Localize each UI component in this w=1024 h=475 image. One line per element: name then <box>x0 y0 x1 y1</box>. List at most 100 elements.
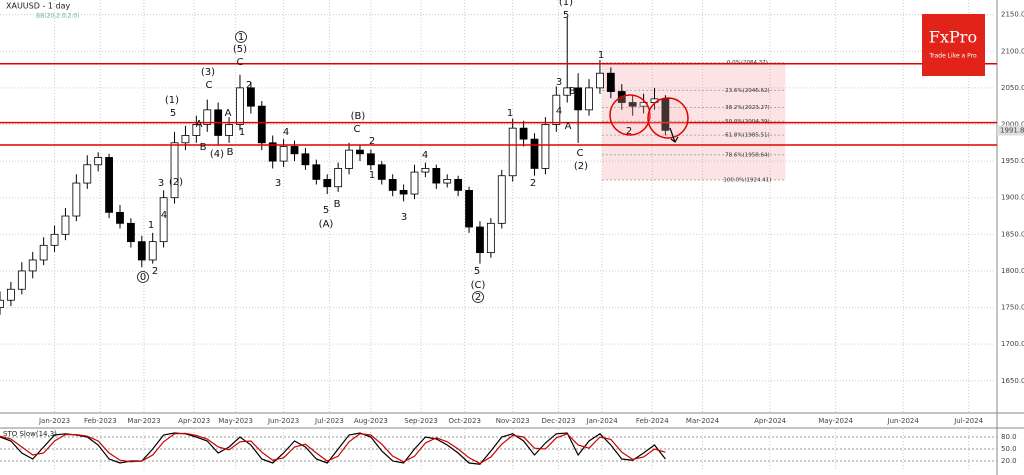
y-tick-label: 80.0 <box>1001 433 1017 441</box>
wave-label: A <box>225 108 232 119</box>
price-tag <box>997 125 1024 136</box>
candle-body <box>486 222 495 254</box>
wave-label: A <box>565 121 572 132</box>
indicator-label: BB(20,2.0,2.0) <box>36 13 79 20</box>
wave-label: (1) <box>559 0 573 8</box>
wave-label: 4 <box>556 106 562 117</box>
candle-body <box>585 87 593 111</box>
candle-body <box>39 244 48 261</box>
candle-body <box>345 149 353 169</box>
candle-body <box>454 179 463 191</box>
wave-label: 5 <box>170 108 176 119</box>
candle-body <box>268 142 277 162</box>
candle-body <box>159 197 168 243</box>
candle-body <box>94 157 103 166</box>
candle-body <box>323 179 332 188</box>
candle-body <box>170 142 179 199</box>
wave-label: 5 <box>474 266 480 277</box>
candle-body <box>519 127 528 140</box>
wave-label: 3 <box>158 178 164 189</box>
candle-body <box>399 189 408 195</box>
candle-body <box>508 127 517 177</box>
wave-label: B <box>334 199 341 210</box>
wave-label: 5 <box>563 10 569 21</box>
chart-title: XAUUSD - 1 day <box>6 2 70 11</box>
x-tick-label: Oct-2023 <box>448 417 480 425</box>
highlight-circle <box>609 94 651 136</box>
candle-body <box>334 168 343 188</box>
x-tick-label: Mar-2024 <box>686 417 720 425</box>
y-tick-label: 2150.00 <box>1001 11 1024 19</box>
candle-body <box>126 222 135 243</box>
annotation-circle <box>472 291 484 303</box>
candle-body <box>181 135 190 144</box>
annotation-circle <box>235 31 247 43</box>
y-tick-label: 1750.00 <box>1001 304 1024 312</box>
fib-label: 61.8%(1985.51) <box>725 133 770 139</box>
candle-body <box>465 189 473 228</box>
x-tick-label: Feb-2023 <box>84 417 117 425</box>
wave-label: 2 <box>152 266 158 277</box>
candle-body <box>17 270 26 290</box>
wave-label: C <box>237 57 244 68</box>
wave-label: 1 <box>369 170 375 181</box>
y-tick-label: 1900.00 <box>1001 194 1024 202</box>
y-tick-label: 1700.00 <box>1001 340 1024 348</box>
wave-label: 3 <box>556 77 562 88</box>
logo: FxPro Trade Like a Pro <box>922 14 985 76</box>
wave-label: (2) <box>574 161 588 172</box>
wave-label: (C) <box>471 280 486 291</box>
wave-label: 3 <box>275 178 281 189</box>
x-tick-label: Jan-2024 <box>586 417 619 425</box>
candle-body <box>366 153 375 166</box>
candle-body <box>312 164 321 180</box>
fib-label: 23.6%(2046.62) <box>725 88 770 94</box>
candle-body <box>628 102 637 107</box>
y-tick-label: 2050.00 <box>1001 84 1024 92</box>
wave-label: 2 <box>369 136 375 147</box>
wave-label: 1 <box>239 127 245 138</box>
x-tick-label: Jun-2024 <box>887 417 920 425</box>
candle-body <box>356 149 364 155</box>
x-tick-label: Jun-2023 <box>267 417 299 425</box>
highlight-circle <box>647 97 689 139</box>
candle-body <box>83 164 92 184</box>
wave-label: 0 <box>140 272 146 283</box>
candle-body <box>563 87 572 96</box>
wave-label: 2 <box>530 178 536 189</box>
panel-title: STO Slow(14,3) <box>3 430 57 438</box>
candle-body <box>421 168 430 173</box>
fib-label: 38.2%(2023.27) <box>725 105 770 111</box>
wave-label: B <box>569 86 576 97</box>
candle-body <box>377 164 386 180</box>
wave-label: 1 <box>598 50 604 61</box>
candle-body <box>246 87 255 107</box>
wave-label: 1 <box>148 220 154 231</box>
candle-body <box>432 168 441 184</box>
candle-body <box>203 109 212 125</box>
x-tick-label: Dec-2023 <box>542 417 576 425</box>
candle-body <box>225 124 233 136</box>
y-tick-label: 50.0 <box>1001 445 1017 453</box>
x-tick-label: Jul-2023 <box>314 417 344 425</box>
candle-body <box>530 138 539 169</box>
logo-title: FxPro <box>929 28 977 47</box>
price-tag-label: 1991.81 <box>1000 126 1024 134</box>
candle-body <box>28 259 37 272</box>
candle-body <box>279 146 288 162</box>
wave-label: B <box>200 142 207 153</box>
logo-tagline: Trade Like a Pro <box>928 53 977 60</box>
logo-box <box>922 14 985 76</box>
wave-label: (A) <box>319 219 334 230</box>
y-tick-label: 1650.00 <box>1001 377 1024 385</box>
candle-body <box>116 211 124 224</box>
wave-label: C <box>577 148 584 159</box>
wave-label: 4 <box>422 150 428 161</box>
candle-body <box>192 124 201 136</box>
wave-label: 4 <box>283 127 289 138</box>
candle-body <box>0 299 4 308</box>
y-tick-label: 1800.00 <box>1001 267 1024 275</box>
x-tick-label: Jul-2024 <box>953 417 983 425</box>
x-tick-label: Nov-2023 <box>496 417 530 425</box>
